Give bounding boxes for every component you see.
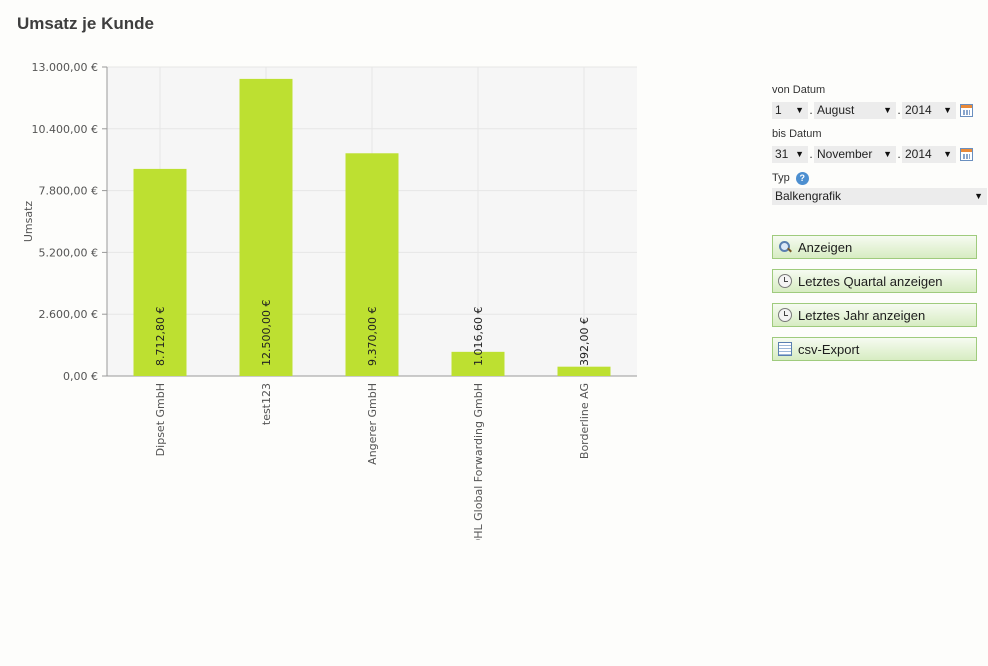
y-tick-label: 10.400,00 € (32, 123, 98, 136)
from-date-row: 1 ▼ . August ▼ . 2014 ▼ (772, 101, 988, 119)
calendar-icon[interactable] (960, 147, 973, 161)
page-title: Umsatz je Kunde (17, 14, 154, 33)
bar-value-label: 12.500,00 € (260, 300, 273, 366)
from-month-value: August (817, 102, 855, 117)
type-value: Balkengrafik (775, 189, 842, 203)
bar (133, 168, 187, 376)
csv-icon (778, 342, 792, 356)
last-year-button-label: Letztes Jahr anzeigen (798, 307, 926, 323)
to-month-value: November (817, 146, 873, 161)
to-year-select[interactable]: 2014 ▼ (902, 145, 956, 163)
from-month-select[interactable]: August ▼ (814, 101, 896, 119)
chevron-down-icon: ▼ (795, 148, 804, 159)
from-day-select[interactable]: 1 ▼ (772, 101, 808, 119)
to-month-select[interactable]: November ▼ (814, 145, 896, 163)
last-quarter-button[interactable]: Letztes Quartal anzeigen (772, 269, 977, 293)
chevron-down-icon: ▼ (943, 104, 952, 115)
last-year-button[interactable]: Letztes Jahr anzeigen (772, 303, 977, 327)
action-buttons: Anzeigen Letztes Quartal anzeigen Letzte… (772, 235, 988, 361)
from-day-value: 1 (775, 102, 782, 117)
type-row: Typ ? (772, 171, 988, 185)
date-separator: . (809, 103, 813, 117)
show-button[interactable]: Anzeigen (772, 235, 977, 259)
date-separator: . (897, 147, 901, 161)
bar-value-label: 9.370,00 € (366, 307, 379, 366)
search-icon (778, 240, 792, 254)
filter-panel: von Datum 1 ▼ . August ▼ . 2014 ▼ bis Da… (772, 83, 988, 371)
y-tick-label: 7.800,00 € (39, 185, 98, 198)
help-icon[interactable]: ? (795, 171, 809, 185)
calendar-icon[interactable] (960, 103, 973, 117)
chevron-down-icon: ▼ (883, 148, 892, 159)
bar-value-label: 1.016,60 € (472, 307, 485, 366)
x-tick-label: Dipset GmbH (154, 383, 167, 456)
y-axis-label: Umsatz (22, 201, 35, 243)
from-year-value: 2014 (905, 102, 932, 117)
date-separator: . (897, 103, 901, 117)
to-day-value: 31 (775, 146, 789, 161)
bar (451, 351, 505, 376)
clock-icon (778, 308, 792, 322)
bar-value-label: 8.712,80 € (154, 307, 167, 366)
to-year-value: 2014 (905, 146, 932, 161)
chevron-down-icon: ▼ (883, 104, 892, 115)
x-tick-label: Angerer GmbH (366, 383, 379, 465)
to-date-label: bis Datum (772, 128, 822, 140)
y-tick-label: 13.000,00 € (32, 61, 98, 74)
to-day-select[interactable]: 31 ▼ (772, 145, 808, 163)
last-quarter-button-label: Letztes Quartal anzeigen (798, 273, 943, 289)
csv-export-button-label: csv-Export (798, 341, 860, 357)
type-label: Typ (772, 172, 790, 184)
chevron-down-icon: ▼ (974, 191, 983, 201)
revenue-bar-chart: 0,00 € 2.600,00 € 5.200,00 € 7.800,00 € 10.4… (22, 61, 637, 540)
x-tick-label: test123 (260, 383, 273, 425)
chevron-down-icon: ▼ (943, 148, 952, 159)
x-tick-label: DHL Global Forwarding GmbH (472, 383, 485, 540)
y-tick-label: 5.200,00 € (39, 246, 98, 259)
bar (557, 366, 611, 376)
csv-export-button[interactable]: csv-Export (772, 337, 977, 361)
show-button-label: Anzeigen (798, 239, 853, 255)
x-tick-label: Borderline AG (578, 383, 591, 459)
date-separator: . (809, 147, 813, 161)
type-select[interactable]: Balkengrafik ▼ (772, 188, 987, 205)
bar-value-label: 392,00 € (578, 317, 591, 366)
bar (345, 153, 399, 376)
chevron-down-icon: ▼ (795, 104, 804, 115)
y-tick-label: 2.600,00 € (39, 308, 98, 321)
from-date-label: von Datum (772, 84, 826, 96)
from-year-select[interactable]: 2014 ▼ (902, 101, 956, 119)
clock-icon (778, 274, 792, 288)
to-date-row: 31 ▼ . November ▼ . 2014 ▼ (772, 145, 988, 163)
y-tick-label: 0,00 € (63, 370, 98, 383)
bar (239, 78, 293, 376)
